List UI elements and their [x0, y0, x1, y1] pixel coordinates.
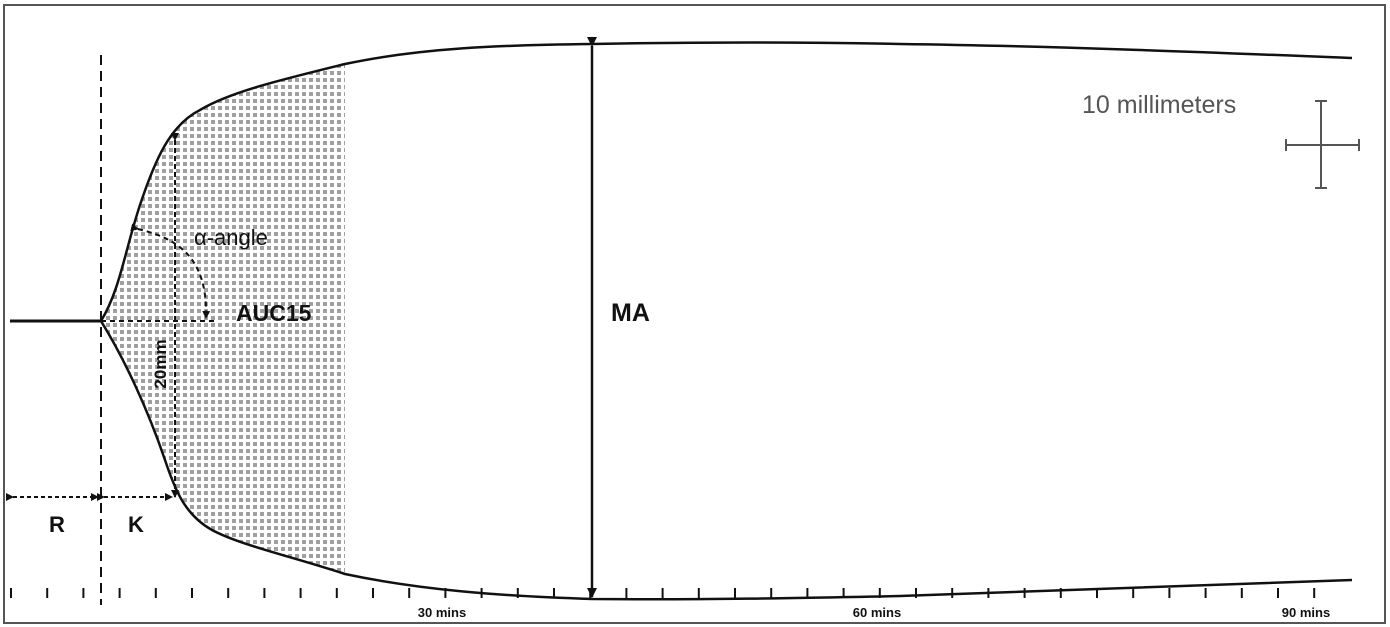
twenty-mm-label: 20mm [151, 339, 170, 388]
auc15-shaded-area [101, 64, 345, 574]
scale-cross-icon [1285, 100, 1360, 189]
lower-trace [99, 320, 1353, 601]
tick-label-60: 60 mins [853, 605, 901, 620]
r-label: R [49, 512, 65, 537]
frame-border [3, 4, 1386, 624]
time-axis-ticks [10, 588, 1316, 598]
ma-label: MA [611, 299, 650, 327]
k-label: K [128, 512, 144, 537]
tick-label-90: 90 mins [1282, 605, 1330, 620]
alpha-angle-label: α-angle [194, 225, 268, 250]
upper-trace [99, 41, 1353, 322]
auc15-label: AUC15 [236, 300, 312, 326]
tick-label-30: 30 mins [418, 605, 466, 620]
scale-label: 10 millimeters [1082, 91, 1236, 119]
alpha-angle-arc [130, 223, 211, 319]
